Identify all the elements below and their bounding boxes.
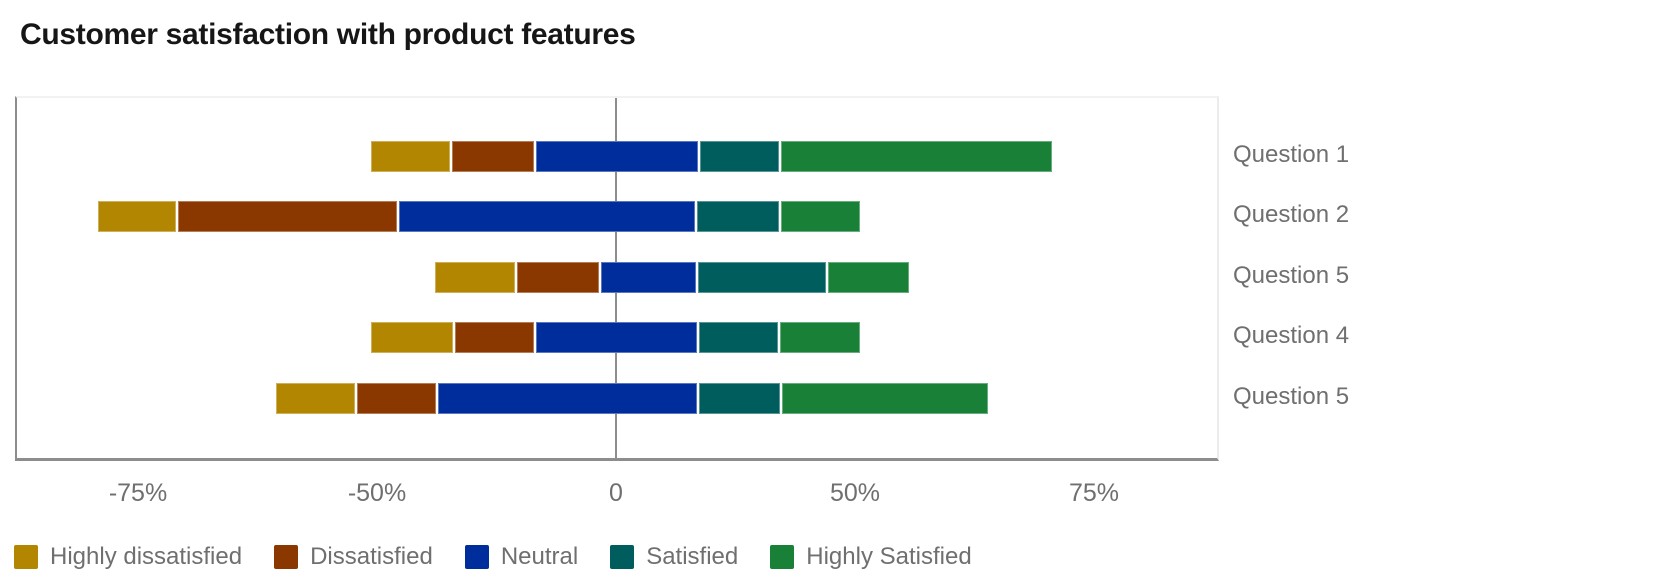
legend-label: Neutral [500, 543, 579, 570]
category-label: Question 2 [1233, 201, 1350, 228]
x-tick-label: -75% [108, 479, 168, 507]
bar-segment-highly-dissatisfied[interactable] [97, 201, 177, 232]
bar-row-1 [370, 141, 1053, 172]
legend-label: Highly dissatisfied [50, 543, 243, 570]
legend-label: Highly Satisfied [806, 543, 972, 570]
legend-item-neutral[interactable]: Neutral [464, 543, 579, 571]
bar-row-2 [97, 201, 861, 232]
bar-row-4 [370, 322, 861, 353]
bar-segment-satisfied[interactable] [697, 322, 779, 353]
bar-segment-neutral[interactable] [598, 262, 697, 293]
bar-segment-dissatisfied[interactable] [450, 141, 534, 172]
category-label: Question 1 [1233, 141, 1350, 168]
plot-area [15, 96, 1219, 461]
bar-segment-dissatisfied[interactable] [354, 383, 437, 414]
bars-layer [17, 98, 1217, 458]
bar-segment-dissatisfied[interactable] [452, 322, 535, 353]
bar-segment-highly-satisfied[interactable] [825, 262, 909, 293]
category-label: Question 5 [1233, 383, 1350, 410]
bar-segment-highly-dissatisfied[interactable] [370, 322, 453, 353]
x-tick-label: 75% [1068, 479, 1120, 507]
bar-segment-satisfied[interactable] [696, 262, 826, 293]
category-labels: Question 1 Question 2 Question 5 Question 4… [1233, 96, 1653, 456]
bar-segment-neutral[interactable] [436, 383, 698, 414]
legend-item-highly-dissatisfied[interactable]: Highly dissatisfied [14, 543, 242, 571]
bar-segment-highly-dissatisfied[interactable] [370, 141, 451, 172]
bar-segment-satisfied[interactable] [698, 141, 779, 172]
bar-segment-dissatisfied[interactable] [176, 201, 398, 232]
bar-row-3 [435, 262, 909, 293]
legend: Highly dissatisfied Dissatisfied Neutral Sa… [14, 543, 972, 571]
bar-segment-highly-satisfied[interactable] [778, 201, 861, 232]
legend-swatch-icon [464, 545, 489, 569]
legend-swatch-icon [14, 545, 38, 569]
x-tick-label: 0 [609, 479, 623, 507]
legend-swatch-icon [770, 545, 795, 569]
bar-segment-neutral[interactable] [534, 322, 698, 353]
legend-swatch-icon [274, 545, 299, 569]
bar-segment-highly-dissatisfied[interactable] [275, 383, 355, 414]
legend-item-dissatisfied[interactable]: Dissatisfied [274, 543, 433, 571]
bar-segment-highly-satisfied[interactable] [780, 383, 989, 414]
bar-segment-neutral[interactable] [397, 201, 695, 232]
bar-segment-highly-dissatisfied[interactable] [435, 262, 515, 293]
legend-item-highly-satisfied[interactable]: Highly Satisfied [770, 543, 972, 571]
bar-segment-dissatisfied[interactable] [514, 262, 599, 293]
category-label: Question 5 [1233, 262, 1350, 289]
x-tick-label: -50% [347, 479, 407, 507]
bar-row-5 [275, 383, 989, 414]
bar-segment-satisfied[interactable] [694, 201, 779, 232]
bar-segment-highly-satisfied[interactable] [778, 322, 861, 353]
legend-label: Dissatisfied [310, 543, 433, 570]
x-axis-ticks: -75% -50% 0 50% 75% [0, 479, 1672, 511]
x-tick-label: 50% [829, 479, 881, 507]
bar-segment-neutral[interactable] [533, 141, 699, 172]
legend-item-satisfied[interactable]: Satisfied [610, 543, 738, 571]
chart-title: Customer satisfaction with product featu… [20, 18, 636, 51]
category-label: Question 4 [1233, 322, 1350, 349]
legend-label: Satisfied [646, 543, 739, 570]
bar-segment-satisfied[interactable] [697, 383, 781, 414]
bar-segment-highly-satisfied[interactable] [778, 141, 1053, 172]
legend-swatch-icon [610, 545, 635, 569]
